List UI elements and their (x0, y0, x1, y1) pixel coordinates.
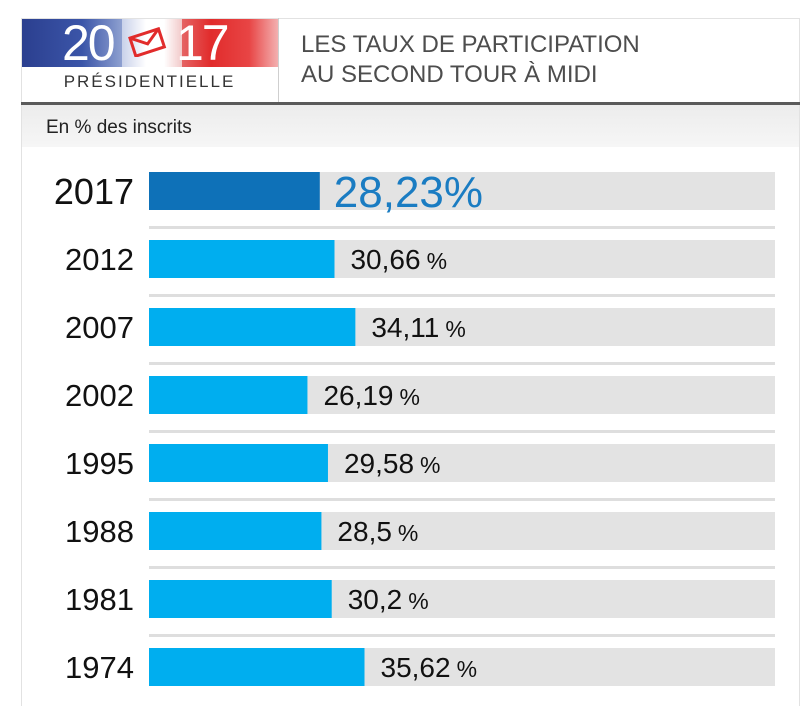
row-divider (149, 566, 775, 569)
value-unit: % (445, 316, 465, 342)
bar (149, 512, 322, 550)
value-unit: % (457, 656, 477, 682)
value-label: 28,5% (337, 516, 418, 547)
value-label: 30,2% (348, 584, 429, 615)
chart-title-line-2: AU SECOND TOUR À MIDI (301, 61, 598, 88)
bar (149, 580, 332, 618)
value-label: 28,23% (334, 168, 483, 217)
row-divider (149, 294, 775, 297)
bar (149, 172, 320, 210)
row-divider (149, 634, 775, 637)
value-label: 30,66% (350, 244, 447, 275)
logo-brand-text: PRÉSIDENTIELLE (63, 72, 236, 91)
value-unit: % (400, 384, 420, 410)
value-unit: % (420, 452, 440, 478)
row-divider (149, 362, 775, 365)
header: 20 17 PRÉSIDENTIELLE LES TAUX DE PARTICI… (21, 18, 800, 104)
value-label: 29,58% (344, 448, 441, 479)
value-unit: % (427, 248, 447, 274)
bar (149, 648, 365, 686)
bar (149, 240, 335, 278)
subtitle-bar: En % des inscrits (22, 105, 799, 147)
value-unit: % (408, 588, 428, 614)
logo-year-left: 20 (62, 19, 116, 67)
chart-title: LES TAUX DE PARTICIPATION AU SECOND TOUR… (301, 30, 640, 90)
category-label: 2012 (65, 242, 134, 277)
value-label: 26,19% (323, 380, 420, 411)
logo-year-right: 17 (176, 19, 230, 67)
value-label: 35,62% (381, 652, 478, 683)
tricolor-flag-band: 20 17 (22, 19, 278, 67)
election-logo: 20 17 PRÉSIDENTIELLE (21, 18, 279, 104)
envelope-icon (128, 27, 167, 57)
value-unit: % (398, 520, 418, 546)
header-divider (21, 102, 800, 105)
category-label: 1981 (65, 582, 134, 617)
bar (149, 444, 328, 482)
bar (149, 308, 356, 346)
category-label: 1974 (65, 650, 134, 685)
category-label: 1995 (65, 446, 134, 481)
value-label: 34,11% (371, 312, 465, 343)
category-label: 1988 (65, 514, 134, 549)
category-label: 2017 (54, 171, 134, 212)
row-divider (149, 430, 775, 433)
category-label: 2002 (65, 378, 134, 413)
row-divider (149, 498, 775, 501)
category-label: 2007 (65, 310, 134, 345)
chart-title-line-1: LES TAUX DE PARTICIPATION (301, 31, 640, 58)
bar (149, 376, 308, 414)
row-divider (149, 226, 775, 229)
chart-subtitle: En % des inscrits (46, 117, 192, 138)
